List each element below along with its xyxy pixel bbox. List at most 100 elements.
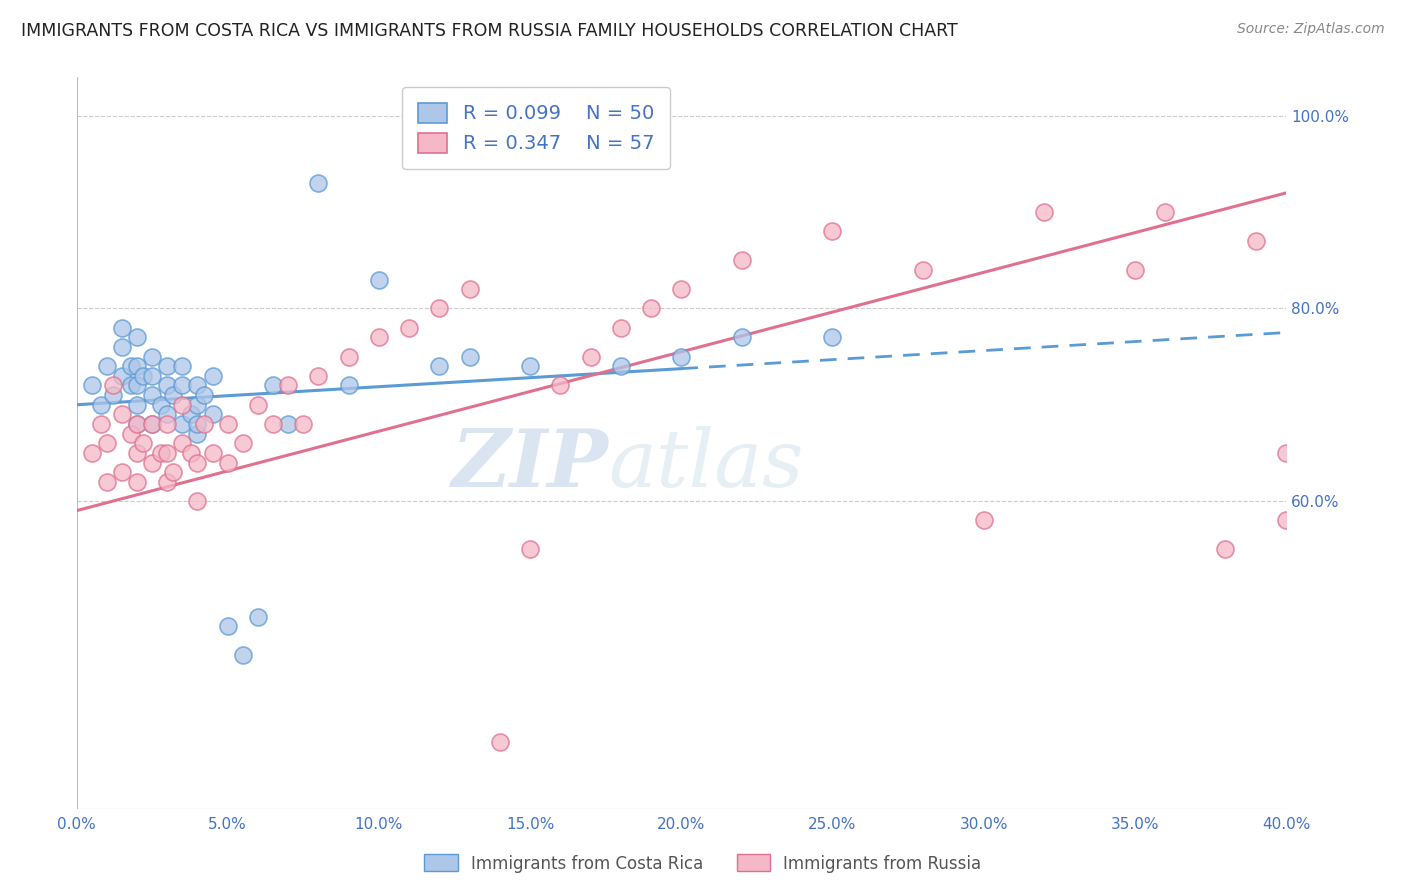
Point — [150, 446, 173, 460]
Point — [111, 465, 134, 479]
Point — [337, 350, 360, 364]
Point — [156, 359, 179, 374]
Point — [172, 378, 194, 392]
Legend: Immigrants from Costa Rica, Immigrants from Russia: Immigrants from Costa Rica, Immigrants f… — [418, 847, 988, 880]
Point — [277, 378, 299, 392]
Point — [186, 426, 208, 441]
Point — [120, 378, 142, 392]
Point — [821, 330, 844, 344]
Point — [262, 417, 284, 431]
Point — [141, 368, 163, 383]
Point — [186, 417, 208, 431]
Point — [307, 177, 329, 191]
Point — [429, 301, 451, 316]
Point — [550, 378, 572, 392]
Point — [458, 350, 481, 364]
Point — [186, 398, 208, 412]
Point — [141, 350, 163, 364]
Point — [292, 417, 315, 431]
Point — [162, 465, 184, 479]
Point — [156, 475, 179, 489]
Point — [610, 320, 633, 334]
Point — [262, 378, 284, 392]
Point — [156, 417, 179, 431]
Point — [217, 456, 239, 470]
Point — [367, 330, 389, 344]
Point — [458, 282, 481, 296]
Point — [90, 398, 112, 412]
Point — [180, 446, 202, 460]
Point — [162, 388, 184, 402]
Point — [96, 475, 118, 489]
Text: ZIP: ZIP — [451, 426, 609, 504]
Point — [101, 378, 124, 392]
Point — [80, 378, 103, 392]
Point — [120, 359, 142, 374]
Point — [186, 378, 208, 392]
Point — [519, 542, 541, 557]
Point — [125, 359, 148, 374]
Point — [232, 648, 254, 662]
Point — [232, 436, 254, 450]
Point — [172, 359, 194, 374]
Point — [398, 320, 420, 334]
Legend: R = 0.099    N = 50, R = 0.347    N = 57: R = 0.099 N = 50, R = 0.347 N = 57 — [402, 87, 669, 169]
Point — [610, 359, 633, 374]
Point — [125, 378, 148, 392]
Point — [1244, 234, 1267, 248]
Point — [1275, 446, 1298, 460]
Point — [1123, 263, 1146, 277]
Point — [156, 408, 179, 422]
Point — [671, 350, 693, 364]
Point — [111, 408, 134, 422]
Point — [731, 253, 754, 268]
Point — [277, 417, 299, 431]
Point — [579, 350, 602, 364]
Point — [307, 368, 329, 383]
Point — [337, 378, 360, 392]
Point — [101, 388, 124, 402]
Point — [1275, 513, 1298, 527]
Point — [671, 282, 693, 296]
Point — [429, 359, 451, 374]
Point — [96, 359, 118, 374]
Point — [141, 456, 163, 470]
Point — [1033, 205, 1056, 219]
Point — [125, 417, 148, 431]
Point — [640, 301, 662, 316]
Text: IMMIGRANTS FROM COSTA RICA VS IMMIGRANTS FROM RUSSIA FAMILY HOUSEHOLDS CORRELATI: IMMIGRANTS FROM COSTA RICA VS IMMIGRANTS… — [21, 22, 957, 40]
Point — [821, 224, 844, 238]
Point — [519, 359, 541, 374]
Point — [111, 368, 134, 383]
Point — [111, 340, 134, 354]
Point — [1215, 542, 1237, 557]
Point — [111, 320, 134, 334]
Point — [217, 417, 239, 431]
Point — [201, 368, 224, 383]
Point — [973, 513, 995, 527]
Point — [80, 446, 103, 460]
Point — [125, 417, 148, 431]
Text: atlas: atlas — [609, 426, 804, 504]
Point — [186, 494, 208, 508]
Point — [246, 398, 269, 412]
Point — [731, 330, 754, 344]
Point — [141, 417, 163, 431]
Point — [201, 408, 224, 422]
Point — [96, 436, 118, 450]
Point — [367, 272, 389, 286]
Point — [180, 408, 202, 422]
Point — [156, 446, 179, 460]
Point — [141, 417, 163, 431]
Point — [489, 734, 512, 748]
Point — [125, 475, 148, 489]
Point — [217, 619, 239, 633]
Point — [141, 388, 163, 402]
Point — [172, 398, 194, 412]
Point — [193, 388, 215, 402]
Point — [125, 398, 148, 412]
Point — [186, 456, 208, 470]
Point — [132, 436, 155, 450]
Point — [156, 378, 179, 392]
Point — [125, 330, 148, 344]
